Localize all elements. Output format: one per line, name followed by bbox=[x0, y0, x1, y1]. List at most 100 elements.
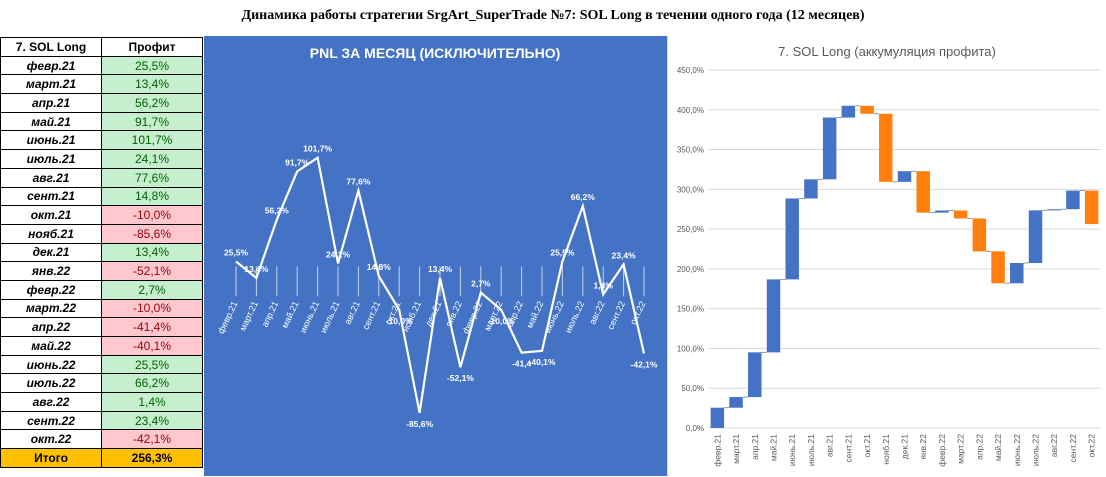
row-profit: 2,7% bbox=[101, 279, 203, 300]
row-month: май.22 bbox=[0, 336, 102, 356]
row-profit: 13,4% bbox=[101, 74, 203, 95]
y-tick-label: 100,0% bbox=[677, 344, 704, 353]
table-row: июль.21 24,1% bbox=[0, 149, 203, 169]
x-tick-label: февр.21 bbox=[712, 434, 722, 467]
table-row: апр.22 -41,4% bbox=[0, 317, 203, 337]
pnl-data-label: 23,4% bbox=[612, 250, 637, 260]
waterfall-bar-increase bbox=[897, 171, 912, 182]
y-tick-label: 450,0% bbox=[677, 66, 704, 75]
x-tick-label: февр.22 bbox=[461, 300, 485, 336]
table-row: февр.22 2,7% bbox=[0, 279, 203, 300]
row-month: окт.22 bbox=[0, 429, 102, 450]
row-month: нояб.21 bbox=[0, 223, 102, 244]
table-row: май.22 -40,1% bbox=[0, 336, 203, 356]
pnl-data-label: 56,2% bbox=[265, 206, 290, 216]
row-month: февр.22 bbox=[0, 279, 102, 300]
x-tick-label: июнь.21 bbox=[787, 434, 797, 466]
chart-title: 7. SOL Long (аккумуляция профита) bbox=[778, 44, 996, 59]
row-month: февр.21 bbox=[0, 55, 102, 76]
table-header-profit: Профит bbox=[101, 37, 203, 57]
row-month: авг.22 bbox=[0, 392, 102, 412]
waterfall-bar-decrease bbox=[1084, 190, 1099, 225]
x-tick-label: март.21 bbox=[731, 434, 741, 464]
x-tick-label: авг.21 bbox=[343, 300, 362, 326]
x-tick-label: февр.21 bbox=[216, 300, 240, 336]
pnl-data-label: 13,4% bbox=[428, 264, 453, 274]
table-row: март.22 -10,0% bbox=[0, 298, 203, 319]
waterfall-bar-increase bbox=[729, 397, 743, 408]
pnl-data-label: -52,1% bbox=[447, 373, 474, 383]
waterfall-bar-decrease bbox=[916, 171, 930, 213]
row-profit: -40,1% bbox=[101, 336, 203, 356]
waterfall-bar-increase bbox=[1047, 209, 1061, 211]
x-tick-label: май.22 bbox=[993, 434, 1003, 461]
x-tick-label: май.22 bbox=[524, 300, 545, 330]
row-profit: -10,0% bbox=[101, 298, 203, 319]
pnl-data-label: 101,7% bbox=[303, 144, 332, 154]
chart-title: PNL ЗА МЕСЯЦ (ИСКЛЮЧИТЕЛЬНО) bbox=[310, 45, 561, 61]
pnl-data-label: 66,2% bbox=[571, 192, 596, 202]
waterfall-bar-increase bbox=[935, 210, 949, 213]
row-profit: 1,4% bbox=[101, 392, 203, 412]
row-profit: 56,2% bbox=[101, 93, 203, 113]
waterfall-bar-increase bbox=[822, 117, 837, 180]
row-profit: 24,1% bbox=[101, 149, 203, 169]
waterfall-bar-decrease bbox=[953, 210, 968, 219]
row-month: сент.21 bbox=[0, 186, 102, 207]
x-tick-label: май.21 bbox=[769, 434, 779, 461]
x-tick-label: июль.22 bbox=[1031, 434, 1041, 466]
waterfall-bar-increase bbox=[785, 198, 799, 280]
row-month: март.22 bbox=[0, 298, 102, 319]
table-row: янв.22 -52,1% bbox=[0, 261, 203, 281]
pnl-data-label: 1,4% bbox=[594, 280, 614, 290]
pnl-data-label: -10,0% bbox=[488, 316, 515, 326]
x-tick-label: апр.21 bbox=[260, 300, 281, 329]
pnl-data-label: -42,1% bbox=[631, 360, 658, 370]
table-row: авг.21 77,6% bbox=[0, 167, 203, 188]
pnl-data-label: 77,6% bbox=[346, 177, 371, 187]
row-profit: -41,4% bbox=[101, 317, 203, 337]
table-row: нояб.21 -85,6% bbox=[0, 223, 203, 244]
y-tick-label: 250,0% bbox=[677, 225, 704, 234]
waterfall-bar-increase bbox=[766, 279, 781, 353]
y-tick-label: 50,0% bbox=[681, 384, 704, 393]
waterfall-bar-increase bbox=[1028, 210, 1043, 264]
pnl-data-label: -41,4 bbox=[512, 359, 532, 369]
table-row: июнь.21 101,7% bbox=[0, 130, 203, 151]
x-tick-label: июнь.22 bbox=[1012, 434, 1022, 466]
row-profit: 23,4% bbox=[101, 410, 203, 431]
waterfall-bar-decrease bbox=[860, 105, 874, 114]
waterfall-bar-increase bbox=[1010, 263, 1024, 284]
waterfall-bar-increase bbox=[804, 179, 818, 199]
row-profit: -52,1% bbox=[101, 261, 203, 281]
x-tick-label: февр.22 bbox=[937, 434, 947, 467]
row-profit: 101,7% bbox=[101, 130, 203, 151]
row-profit: 25,5% bbox=[101, 55, 203, 76]
row-month: апр.22 bbox=[0, 317, 102, 337]
pnl-data-label: 24,1% bbox=[326, 249, 351, 259]
row-profit: 77,6% bbox=[101, 167, 203, 188]
row-profit: 14,8% bbox=[101, 186, 203, 207]
x-tick-label: окт.21 bbox=[862, 434, 872, 458]
x-tick-label: дек.21 bbox=[900, 434, 910, 459]
waterfall-bar-increase bbox=[1066, 190, 1080, 210]
table-row: июнь.22 25,5% bbox=[0, 354, 203, 375]
total-label: Итого bbox=[0, 448, 102, 468]
x-tick-label: июль.22 bbox=[563, 300, 586, 335]
pnl-data-label: 14,8% bbox=[367, 262, 392, 272]
table-row: дек.21 13,4% bbox=[0, 242, 203, 263]
row-month: сент.22 bbox=[0, 410, 102, 431]
y-tick-label: 400,0% bbox=[677, 106, 704, 115]
row-month: июль.21 bbox=[0, 149, 102, 169]
x-tick-label: апр.21 bbox=[750, 434, 760, 460]
x-tick-label: июль.21 bbox=[806, 434, 816, 466]
row-profit: -42,1% bbox=[101, 429, 203, 450]
row-month: дек.21 bbox=[0, 242, 102, 263]
waterfall-bar-increase bbox=[748, 352, 762, 398]
pnl-data-label: -85,6% bbox=[406, 419, 433, 429]
x-tick-label: май.21 bbox=[280, 300, 301, 330]
table-row: окт.22 -42,1% bbox=[0, 429, 203, 450]
row-month: июнь.22 bbox=[0, 354, 102, 375]
table-row: сент.21 14,8% bbox=[0, 186, 203, 207]
x-tick-label: март.21 bbox=[238, 300, 260, 333]
